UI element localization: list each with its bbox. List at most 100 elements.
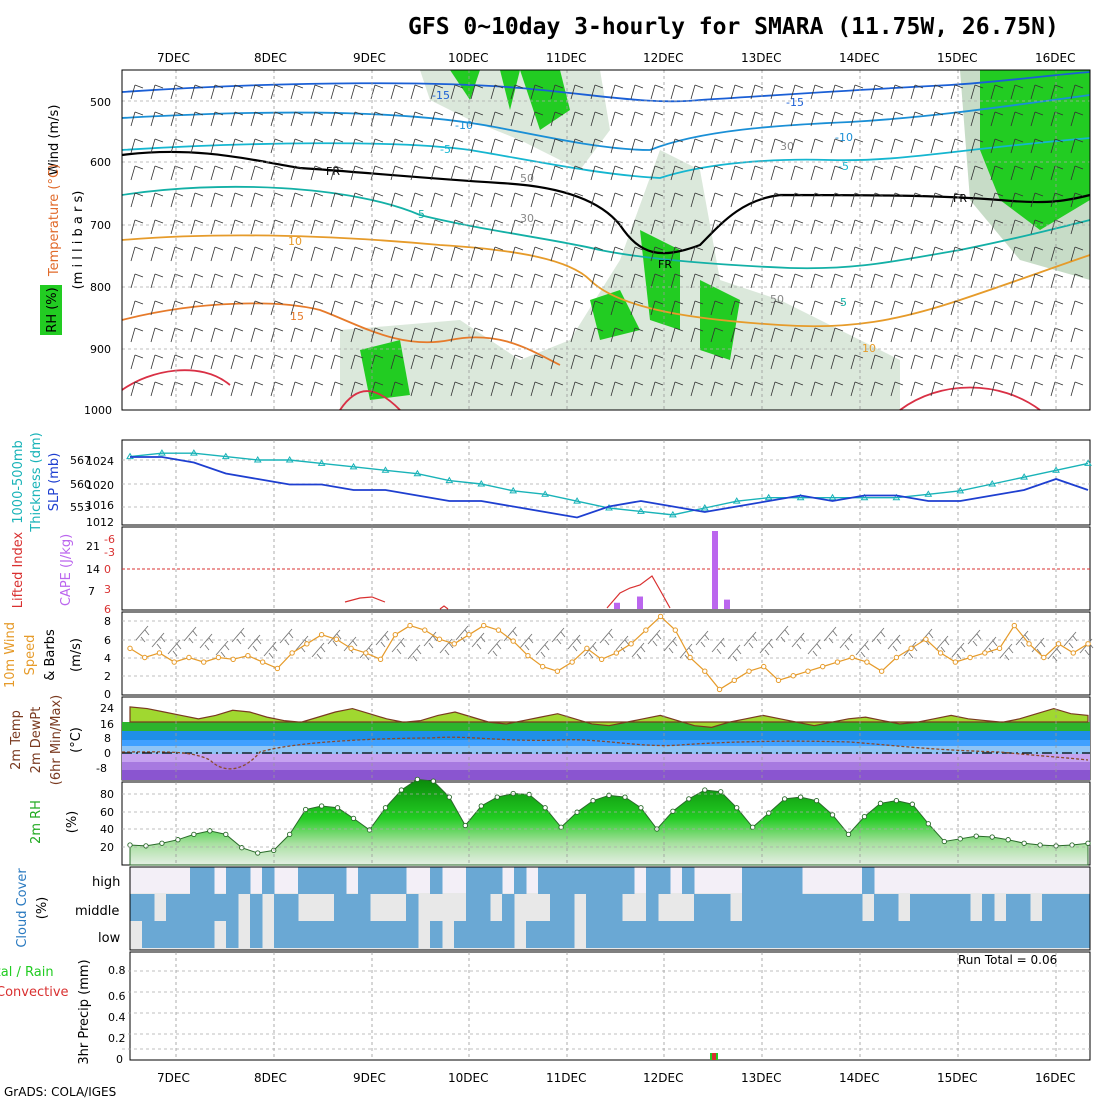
wind-barb [350,246,364,262]
wind-barb [150,354,164,370]
wind-barb [650,165,664,181]
rh-point [766,810,772,816]
wind-barb [430,273,444,289]
wind-barb [250,84,264,100]
wind-barb [310,327,324,343]
wind-barb [855,640,870,658]
wind-barb [950,84,964,100]
wind-barb [590,138,604,154]
wind-barb [279,628,294,646]
thickness-point [764,493,773,501]
cape-bar [724,599,730,609]
wind-barb [1030,138,1044,154]
wind-barb [130,327,144,343]
precip-bar-convective [712,1053,716,1060]
y-axis-label: CAPE (J/kg) [59,534,74,606]
wind-barb [590,327,604,343]
cloud-cell [970,921,983,948]
wind-barb [630,381,644,397]
wind-barb [450,354,464,370]
wind-barb [130,219,144,235]
cloud-cell [298,921,311,948]
wind-barb [423,631,438,649]
wind-barb [390,192,404,208]
y-axis-label: (m/s) [69,638,84,672]
wind-barb [550,84,564,100]
y-tick: 0.6 [108,990,126,1003]
contour-label: 50 [770,293,784,306]
bottom-date-axis: 7DEC 8DEC 9DEC 10DEC 11DEC 12DEC 13DEC 1… [157,1071,1075,1085]
contour-label: FR [953,192,967,205]
wind-barb [690,354,704,370]
rh-point [973,833,979,839]
cloud-cell [874,921,887,948]
cloud-cell [298,867,311,894]
wind-barb [290,354,304,370]
y-tick: 3 [104,583,111,596]
wind-barb [990,381,1004,397]
y-tick: 14 [86,563,100,576]
wind-barb [1030,219,1044,235]
wind-barb [210,246,224,262]
cloud-cell [754,867,767,894]
wind-barb [410,138,424,154]
wind-barb [950,300,964,316]
cloud-cell [598,894,611,921]
wind-barb [570,327,584,343]
cloud-cell [250,894,263,921]
wind-speed-point [407,622,413,629]
y-axis-label: 2m DewPt [29,707,44,774]
cloud-cell [394,867,407,894]
cloud-cell [358,867,371,894]
cloud-cell [430,921,443,948]
wind-barb [1031,637,1046,655]
cloud-cell [166,894,179,921]
wind-barb [970,192,984,208]
wind-barb [290,165,304,181]
wind-barb [439,638,454,656]
wind-barb [310,246,324,262]
wind-speed-point [142,654,148,661]
wind-barb [870,219,884,235]
wind-barb [583,641,598,659]
wind-barb [230,165,244,181]
rh-point [191,831,197,838]
y-tick: 0.2 [108,1032,126,1045]
wind-barb [810,84,824,100]
date-label: 14DEC [839,1071,879,1085]
wind-barb [730,165,744,181]
wind-barb [670,219,684,235]
wind-barb [951,642,966,660]
rh-point [813,798,820,804]
y-tick: 700 [90,219,111,232]
wind-barb [330,327,344,343]
cloud-cell [562,894,575,921]
cloud-cell [574,867,587,894]
wind-barb [530,138,544,154]
wind-barb [870,165,884,181]
wind-barb [1070,111,1084,127]
wind-barb [930,327,944,343]
rh-point [622,794,628,800]
wind-barb [1030,327,1044,343]
wind-barb [550,192,564,208]
wind-barb [630,138,644,154]
wind-barb [370,219,384,235]
wind-barb [350,138,364,154]
wind-speed-point [289,650,295,656]
wind-barb [230,111,244,127]
wind-barb [450,327,464,343]
wind-barb [510,165,524,181]
wind-barb [930,300,944,316]
wind-barb [970,354,984,370]
date-label: 11DEC [546,51,586,65]
wind-barb [910,219,924,235]
wind-barb [250,381,264,397]
wind-barb [790,354,804,370]
wind-barb [790,246,804,262]
cloud-cell [478,867,491,894]
date-label: 12DEC [643,51,683,65]
wind-barb [450,111,464,127]
wind-barb [570,219,584,235]
wind-barb [870,84,884,100]
